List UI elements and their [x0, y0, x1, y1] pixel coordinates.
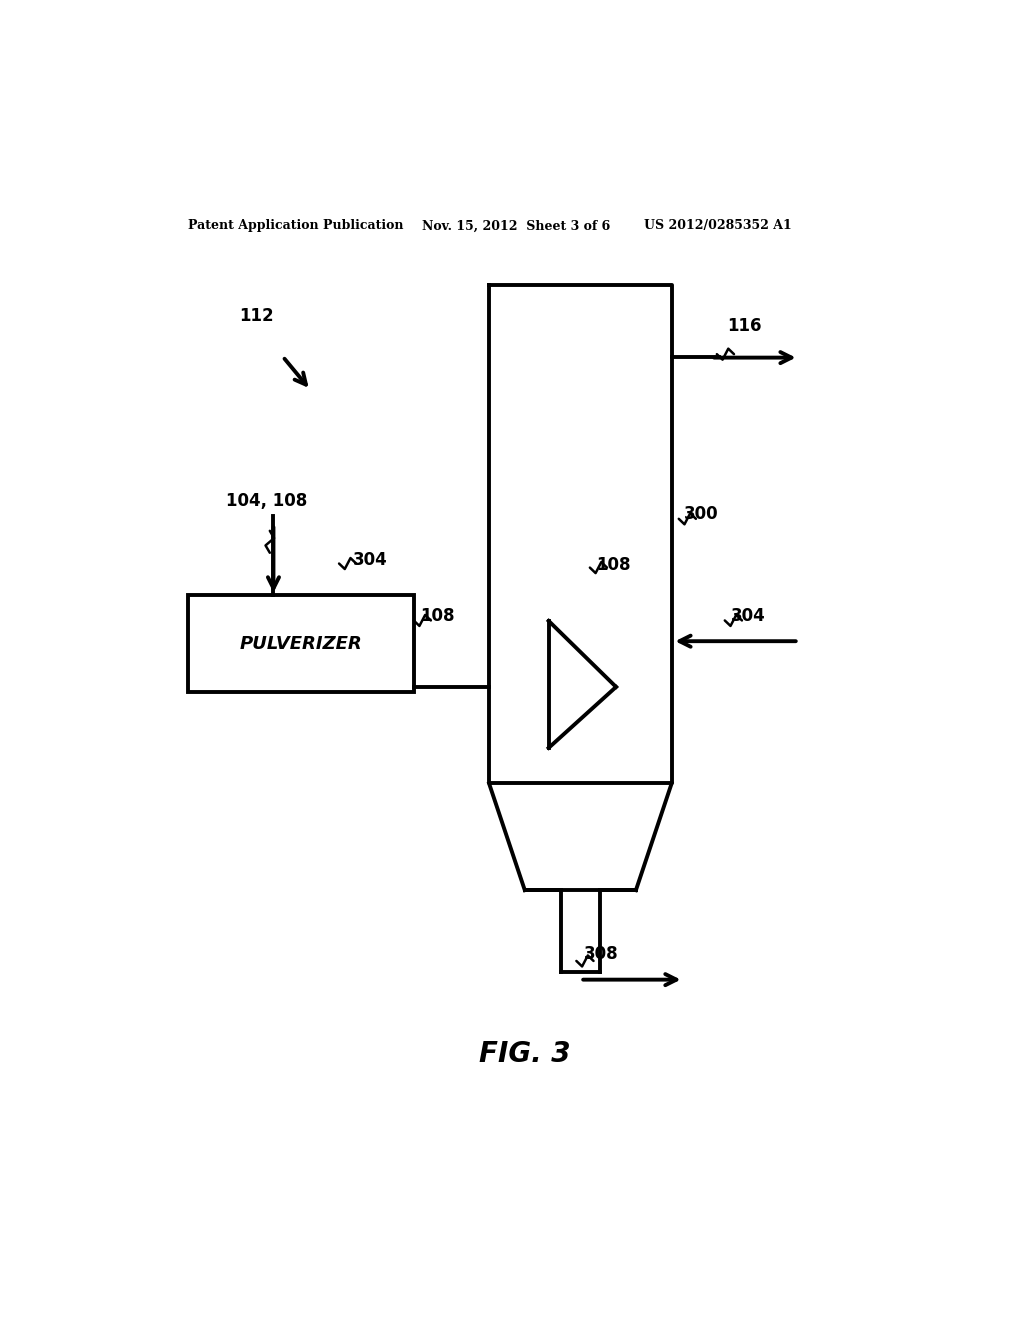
Text: 304: 304 [731, 607, 766, 624]
Text: 304: 304 [352, 550, 387, 569]
Text: 108: 108 [596, 556, 631, 574]
Text: PULVERIZER: PULVERIZER [240, 635, 361, 652]
Text: Patent Application Publication: Patent Application Publication [187, 219, 403, 232]
Text: 116: 116 [727, 317, 762, 335]
Text: 112: 112 [240, 308, 273, 325]
Text: 108: 108 [420, 607, 455, 624]
Text: FIG. 3: FIG. 3 [479, 1040, 570, 1068]
Text: 300: 300 [684, 506, 718, 523]
Text: 104, 108: 104, 108 [226, 492, 307, 510]
Text: US 2012/0285352 A1: US 2012/0285352 A1 [644, 219, 792, 232]
Bar [187, 595, 414, 692]
Text: 308: 308 [585, 945, 618, 964]
Text: Nov. 15, 2012  Sheet 3 of 6: Nov. 15, 2012 Sheet 3 of 6 [422, 219, 610, 232]
